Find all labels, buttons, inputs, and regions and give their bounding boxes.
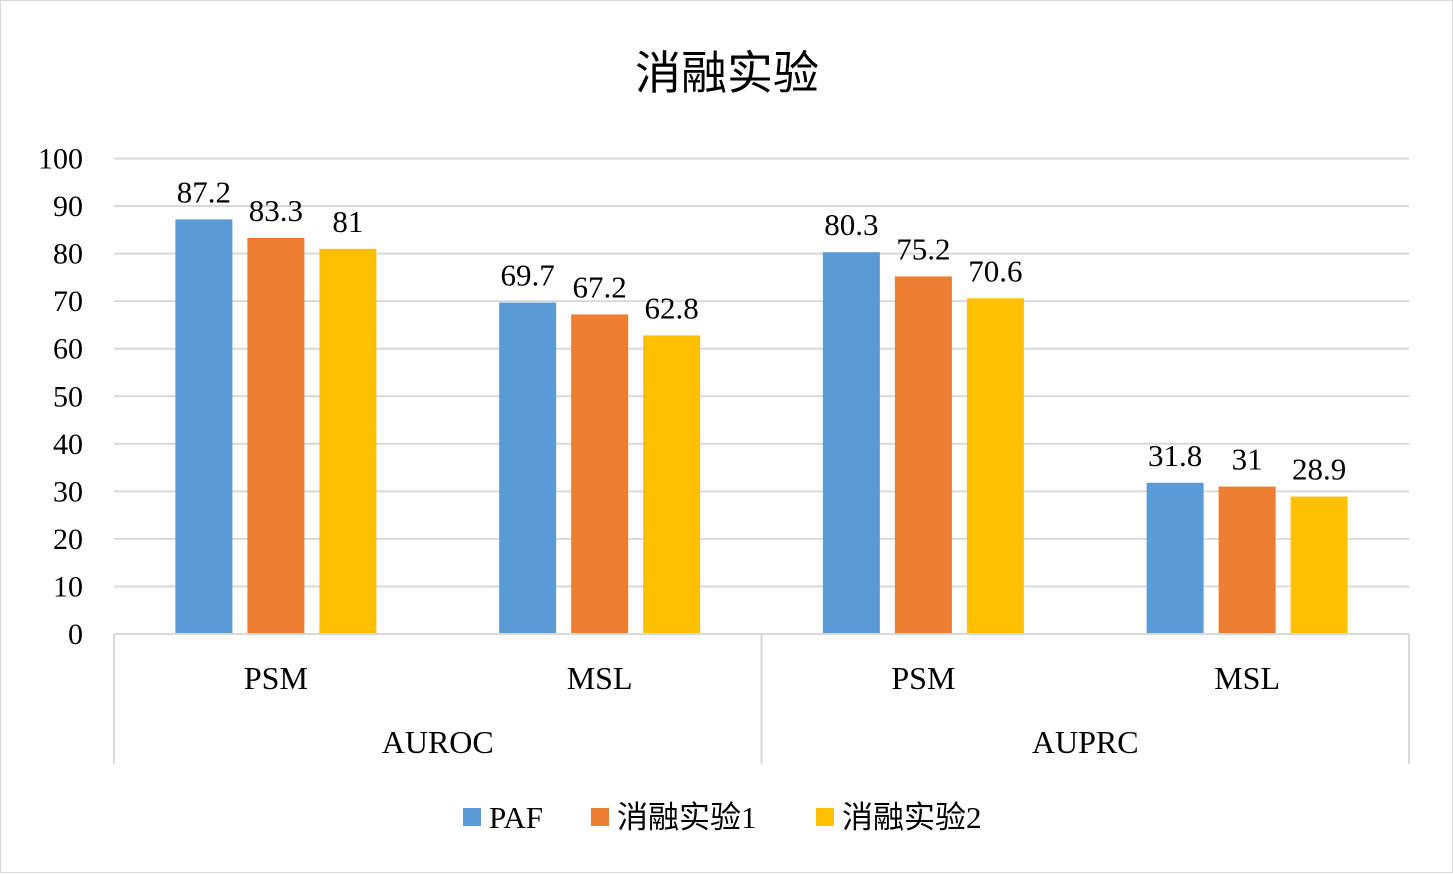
bars	[175, 219, 1348, 634]
data-label: 80.3	[824, 207, 878, 242]
y-tick-label: 90	[53, 190, 83, 223]
y-tick-label: 100	[38, 143, 83, 176]
y-tick-label: 80	[53, 238, 83, 271]
bar	[894, 276, 952, 634]
bar	[1290, 496, 1348, 634]
data-label: 75.2	[896, 231, 950, 266]
legend-label: 消融实验2	[842, 800, 982, 835]
y-tick-label: 10	[53, 570, 83, 603]
y-tick-label: 70	[53, 285, 83, 318]
y-tick-label: 0	[68, 618, 83, 651]
legend-label: 消融实验1	[617, 800, 757, 835]
legend-swatch	[463, 808, 481, 826]
gridlines	[114, 157, 1409, 588]
chart-title: 消融实验	[635, 46, 819, 100]
y-tick-label: 60	[53, 333, 83, 366]
bar	[247, 237, 305, 634]
bar	[499, 302, 557, 634]
x-axis: PSM MSL PSM MSL AUROC AUPRC	[113, 633, 1410, 764]
bar	[175, 219, 233, 634]
x-category-label: MSL	[1214, 660, 1280, 696]
data-label: 62.8	[645, 290, 699, 325]
data-label: 31	[1232, 442, 1263, 477]
data-labels: 87.2 69.7 80.3 31.8 83.3 67.2 75.2 31 81 62.8 70.6…	[177, 174, 1347, 486]
bar	[1218, 486, 1276, 634]
bar	[643, 335, 701, 634]
bar	[966, 298, 1024, 634]
data-label: 67.2	[573, 269, 627, 304]
x-category-label: MSL	[567, 660, 633, 696]
y-tick-label: 50	[53, 380, 83, 413]
legend-swatch	[591, 808, 609, 826]
y-tick-label: 30	[53, 475, 83, 508]
data-label: 87.2	[177, 174, 231, 209]
data-label: 70.6	[968, 253, 1022, 288]
x-group-label: AUROC	[382, 724, 494, 760]
x-group-label: AUPRC	[1032, 724, 1139, 760]
y-tick-label: 20	[53, 523, 83, 556]
legend: PAF 消融实验1 消融实验2	[463, 800, 982, 835]
y-axis: 0 10 20 30 40 50 60 70 80 90 100	[38, 143, 83, 652]
legend-label: PAF	[489, 800, 543, 835]
y-tick-label: 40	[53, 428, 83, 461]
data-label: 69.7	[501, 258, 555, 293]
bar	[822, 252, 880, 634]
data-label: 81	[332, 204, 363, 239]
data-label: 28.9	[1292, 452, 1346, 487]
bar	[571, 314, 629, 634]
x-category-label: PSM	[244, 660, 308, 696]
data-label: 83.3	[249, 193, 303, 228]
data-label: 31.8	[1148, 438, 1202, 473]
bar	[319, 248, 377, 634]
x-category-label: PSM	[891, 660, 955, 696]
bar	[1146, 482, 1204, 634]
legend-swatch	[816, 808, 834, 826]
